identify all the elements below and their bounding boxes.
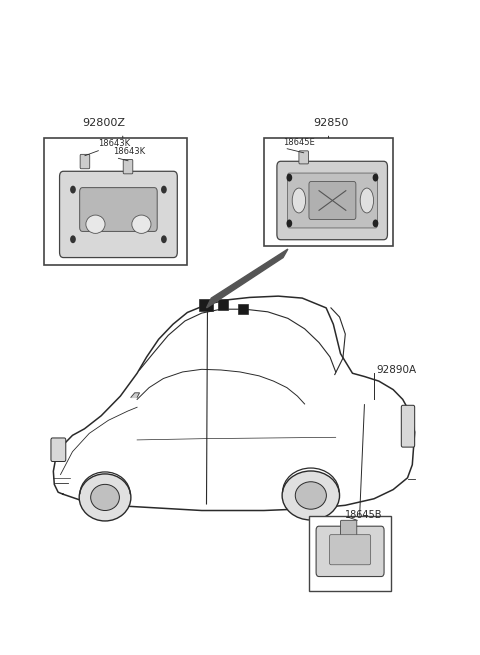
- Text: 18643K: 18643K: [113, 147, 145, 156]
- Text: 18645E: 18645E: [283, 138, 315, 147]
- Bar: [199, 299, 213, 311]
- FancyBboxPatch shape: [123, 159, 133, 174]
- Text: 92850: 92850: [313, 118, 348, 128]
- FancyBboxPatch shape: [80, 155, 90, 169]
- Ellipse shape: [91, 484, 120, 510]
- Circle shape: [70, 235, 76, 243]
- Ellipse shape: [132, 215, 151, 233]
- Bar: [310, 515, 391, 591]
- Circle shape: [70, 185, 76, 193]
- Ellipse shape: [292, 188, 306, 213]
- Text: 92890A: 92890A: [376, 365, 417, 375]
- Text: 18645B: 18645B: [345, 510, 383, 520]
- FancyBboxPatch shape: [288, 173, 377, 228]
- Circle shape: [287, 174, 292, 181]
- FancyBboxPatch shape: [309, 181, 356, 219]
- Ellipse shape: [360, 188, 373, 213]
- Polygon shape: [53, 296, 415, 510]
- Ellipse shape: [79, 474, 131, 521]
- Bar: [44, 138, 187, 265]
- FancyBboxPatch shape: [51, 438, 66, 462]
- Text: 92800Z: 92800Z: [82, 118, 125, 128]
- Circle shape: [287, 219, 292, 227]
- Circle shape: [161, 235, 167, 243]
- FancyBboxPatch shape: [277, 161, 387, 240]
- Bar: [264, 138, 393, 246]
- FancyBboxPatch shape: [340, 520, 357, 536]
- Bar: [238, 304, 248, 314]
- Ellipse shape: [282, 471, 339, 520]
- Circle shape: [372, 174, 378, 181]
- FancyBboxPatch shape: [329, 534, 371, 565]
- Bar: [218, 299, 228, 310]
- FancyBboxPatch shape: [299, 151, 309, 164]
- FancyBboxPatch shape: [316, 526, 384, 576]
- Circle shape: [372, 219, 378, 227]
- Polygon shape: [131, 393, 140, 398]
- Ellipse shape: [295, 481, 326, 509]
- FancyBboxPatch shape: [80, 187, 157, 231]
- Text: 18643K: 18643K: [98, 139, 131, 148]
- FancyBboxPatch shape: [401, 405, 415, 447]
- FancyBboxPatch shape: [60, 172, 177, 257]
- Polygon shape: [206, 249, 288, 308]
- Circle shape: [161, 185, 167, 193]
- Ellipse shape: [86, 215, 105, 233]
